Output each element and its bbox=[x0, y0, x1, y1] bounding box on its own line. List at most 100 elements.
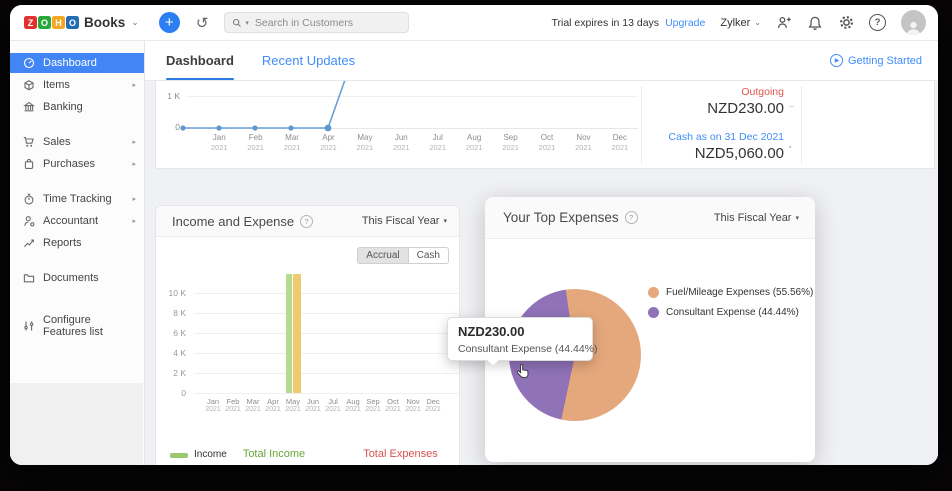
expense-bar-may bbox=[293, 274, 301, 393]
sidebar-item-banking[interactable]: Banking bbox=[10, 97, 144, 117]
quick-create-button[interactable]: + bbox=[158, 12, 180, 33]
sliders-icon bbox=[23, 320, 35, 332]
accrual-cash-toggle: Accrual Cash bbox=[357, 247, 449, 264]
total-income-link[interactable]: Total Income bbox=[242, 448, 306, 460]
y-axis-tick: 8 K bbox=[173, 308, 186, 318]
month-label: May 2021 bbox=[285, 397, 301, 414]
month-label: Apr 2021 bbox=[320, 133, 337, 152]
sidebar-item-label: Sales bbox=[43, 136, 71, 148]
sidebar-item-label: Dashboard bbox=[43, 57, 97, 69]
month-label: Aug 2021 bbox=[345, 397, 361, 414]
period-dropdown[interactable]: This Fiscal Year ▾ bbox=[362, 215, 447, 227]
sidebar-item-reports[interactable]: Reports bbox=[10, 233, 144, 253]
sidebar-spacer bbox=[10, 255, 144, 268]
sidebar-item-purchases[interactable]: Purchases ▸ bbox=[10, 154, 144, 174]
y-axis-tick: 10 K bbox=[168, 288, 187, 298]
legend-dot bbox=[648, 307, 659, 318]
y-axis-tick: 0 bbox=[175, 122, 180, 132]
month-label: Nov 2021 bbox=[405, 397, 421, 414]
legend-item: Consultant Expense (44.44%) bbox=[648, 307, 813, 318]
month-label: Feb 2021 bbox=[225, 397, 241, 414]
pie-tooltip: NZD230.00 Consultant Expense (44.44%) bbox=[447, 317, 598, 361]
getting-started-button[interactable]: ▶ Getting Started bbox=[830, 54, 922, 67]
sidebar-item-time-tracking[interactable]: Time Tracking ▸ bbox=[10, 189, 144, 209]
sidebar-item-label: Items bbox=[43, 79, 70, 91]
search-input[interactable]: ▾ Search in Customers bbox=[224, 12, 410, 33]
dashboard-content: 1 K 0 Jan 2021 Feb 2021 Mar 2021 Apr 2021 May 202… bbox=[145, 81, 938, 465]
y-axis-tick: 2 K bbox=[173, 368, 186, 378]
sidebar-item-documents[interactable]: Documents bbox=[10, 268, 144, 288]
sidebar-item-label: Reports bbox=[43, 237, 82, 249]
card-header: Income and Expense ? This Fiscal Year ▾ bbox=[156, 206, 459, 237]
org-name: Zylker bbox=[720, 16, 751, 29]
top-expenses-card: Your Top Expenses ? This Fiscal Year ▾ F… bbox=[447, 197, 815, 462]
accrual-toggle-button[interactable]: Accrual bbox=[357, 247, 409, 264]
sidebar-item-items[interactable]: Items ▸ bbox=[10, 75, 144, 95]
sidebar-item-dashboard[interactable]: Dashboard bbox=[10, 53, 144, 73]
invite-user-icon[interactable] bbox=[776, 15, 792, 31]
sidebar-item-accountant[interactable]: Accountant ▸ bbox=[10, 211, 144, 231]
search-scope-caret-icon[interactable]: ▾ bbox=[245, 19, 249, 27]
sidebar-spacer bbox=[10, 290, 144, 303]
chart-legend: Income Total Income Total Expenses bbox=[156, 447, 459, 465]
sidebar-item-label: Purchases bbox=[43, 158, 95, 170]
sidebar-item-configure-features[interactable]: Configure Features list bbox=[10, 314, 144, 338]
reports-chart-icon bbox=[23, 237, 35, 249]
submenu-arrow-icon: ▸ bbox=[132, 139, 136, 146]
tooltip-label: Consultant Expense (44.44%) bbox=[458, 343, 598, 355]
logo-letter: H bbox=[52, 16, 65, 29]
divider bbox=[801, 86, 802, 164]
bank-icon bbox=[23, 101, 35, 113]
gridline bbox=[186, 96, 638, 97]
cash-as-on-label[interactable]: Cash as on 31 Dec 2021 bbox=[668, 131, 784, 143]
chevron-down-icon[interactable]: ⌄ bbox=[131, 17, 139, 27]
logo-letter: O bbox=[38, 16, 51, 29]
info-icon[interactable]: ? bbox=[624, 211, 638, 224]
main-area: Dashboard Recent Updates ▶ Getting Start… bbox=[145, 41, 938, 465]
submenu-arrow-icon: ▸ bbox=[132, 161, 136, 168]
cash-toggle-button[interactable]: Cash bbox=[408, 247, 449, 264]
stopwatch-icon bbox=[23, 193, 35, 205]
org-switcher[interactable]: Zylker ⌄ bbox=[720, 17, 761, 29]
user-avatar[interactable] bbox=[901, 10, 926, 35]
upgrade-link[interactable]: Upgrade bbox=[665, 16, 706, 29]
month-label: Jan 2021 bbox=[210, 133, 228, 152]
getting-started-label: Getting Started bbox=[848, 54, 922, 67]
submenu-arrow-icon: ▸ bbox=[132, 218, 136, 225]
x-axis-line bbox=[186, 128, 638, 129]
legend-item: Fuel/Mileage Expenses (55.56%) bbox=[648, 287, 813, 298]
y-axis-labels: 10 K 8 K 6 K 4 K 2 K 0 bbox=[156, 283, 187, 403]
y-axis-tick: 6 K bbox=[173, 328, 186, 338]
settings-gear-icon[interactable] bbox=[838, 15, 854, 31]
y-axis-tick: 0 bbox=[181, 388, 186, 398]
notifications-bell-icon[interactable] bbox=[807, 15, 823, 31]
outgoing-value: NZD230.00 bbox=[707, 100, 784, 117]
sidebar-spacer bbox=[10, 119, 144, 132]
sidebar-spacer bbox=[10, 176, 144, 189]
tab-dashboard[interactable]: Dashboard bbox=[166, 41, 234, 80]
month-label: Dec 2021 bbox=[611, 133, 629, 152]
sidebar-item-label: Time Tracking bbox=[43, 193, 112, 205]
total-expenses-link[interactable]: Total Expenses bbox=[363, 448, 438, 460]
outgoing-label: Outgoing bbox=[741, 86, 784, 98]
info-icon[interactable]: ? bbox=[300, 214, 314, 228]
square-marker-icon: ▪ bbox=[789, 144, 792, 151]
y-axis-tick: 4 K bbox=[173, 348, 186, 358]
submenu-arrow-icon: ▸ bbox=[132, 196, 136, 203]
sidebar-item-sales[interactable]: Sales ▸ bbox=[10, 132, 144, 152]
recent-history-icon[interactable]: ↺ bbox=[195, 14, 209, 32]
month-label: Jun 2021 bbox=[305, 397, 321, 414]
help-icon[interactable]: ? bbox=[869, 14, 886, 31]
month-label: Feb 2021 bbox=[247, 133, 264, 152]
trial-text: Trial expires in 13 days bbox=[551, 16, 660, 29]
dash-marker-icon: – bbox=[789, 101, 795, 111]
tab-recent-updates[interactable]: Recent Updates bbox=[261, 53, 356, 68]
logo-letter: Z bbox=[24, 16, 37, 29]
play-icon: ▶ bbox=[830, 54, 843, 67]
submenu-arrow-icon: ▸ bbox=[132, 82, 136, 89]
sidebar-item-label: Banking bbox=[43, 101, 83, 113]
period-dropdown[interactable]: This Fiscal Year ▾ bbox=[714, 212, 799, 224]
month-label: Oct 2021 bbox=[538, 133, 556, 152]
